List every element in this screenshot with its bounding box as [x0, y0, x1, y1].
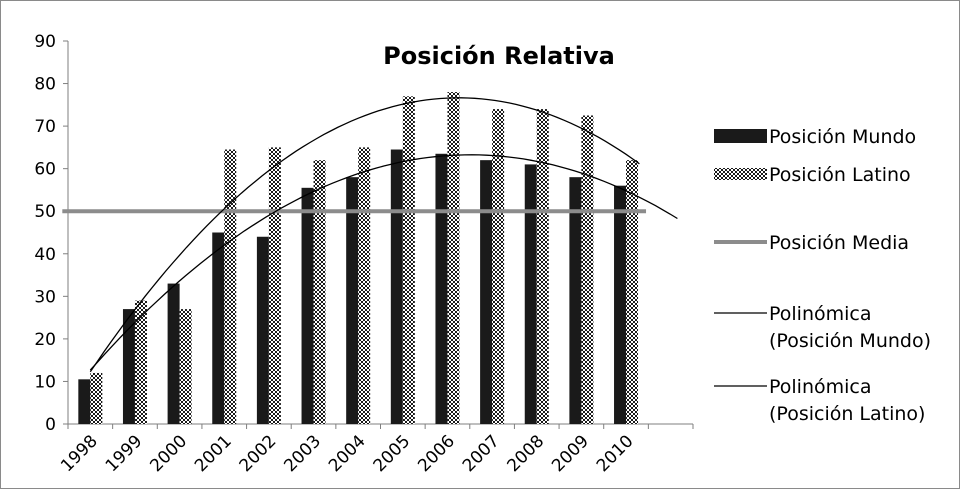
legend-label: Posición Media — [769, 232, 909, 254]
bar-posicion-mundo — [301, 187, 314, 424]
bar-posicion-mundo — [346, 177, 359, 424]
bar-posicion-latino — [134, 300, 147, 424]
x-tick-label: 2000 — [146, 431, 191, 476]
y-tick-label: 20 — [34, 330, 56, 350]
bar-posicion-latino — [626, 160, 639, 424]
bar-posicion-latino — [581, 115, 594, 424]
bar-posicion-latino — [268, 147, 281, 424]
bar-posicion-latino — [224, 149, 237, 424]
bar-posicion-latino — [447, 92, 460, 425]
legend-label: Polinómica — [769, 303, 872, 325]
bar-posicion-latino — [358, 147, 371, 424]
y-tick-label: 50 — [34, 202, 56, 222]
bar-posicion-latino — [536, 109, 549, 424]
x-tick-label: 2005 — [370, 431, 415, 476]
bar-posicion-mundo — [390, 149, 403, 424]
bar-posicion-mundo — [78, 379, 91, 424]
bar-posicion-mundo — [167, 283, 180, 424]
y-tick-label: 60 — [34, 160, 56, 180]
x-tick-label: 1999 — [102, 431, 147, 476]
y-tick-label: 10 — [34, 372, 56, 392]
x-tick-label: 2002 — [236, 431, 281, 476]
legend-label: (Posición Latino) — [769, 403, 925, 425]
bar-posicion-mundo — [614, 185, 627, 424]
y-tick-label: 40 — [34, 245, 56, 265]
x-tick-label: 2001 — [191, 431, 236, 476]
bar-posicion-mundo — [256, 236, 269, 424]
bar-posicion-mundo — [480, 160, 493, 424]
y-tick-label: 90 — [34, 32, 56, 52]
x-tick-label: 2006 — [414, 431, 459, 476]
bar-posicion-latino — [402, 96, 415, 425]
x-tick-label: 2009 — [548, 431, 593, 476]
x-tick-label: 2007 — [459, 431, 504, 476]
bar-posicion-latino — [90, 372, 103, 424]
bar-posicion-mundo — [435, 153, 448, 424]
legend-label: Posición Mundo — [769, 126, 916, 148]
x-tick-label: 1998 — [57, 431, 102, 476]
trendline-posicion-latino — [89, 97, 640, 373]
bar-posicion-mundo — [569, 177, 582, 424]
legend-label: Posición Latino — [769, 164, 911, 186]
x-tick-label: 2004 — [325, 431, 370, 476]
bar-posicion-mundo — [524, 164, 537, 424]
y-tick-label: 80 — [34, 75, 56, 95]
x-tick-label: 2008 — [504, 431, 549, 476]
bar-posicion-latino — [179, 309, 192, 424]
y-tick-label: 70 — [34, 117, 56, 137]
legend: Posición Mundo Posición Latino Posición Me… — [714, 126, 931, 425]
trendline-posicion-mundo — [89, 154, 678, 371]
chart-title: Posición Relativa — [383, 42, 615, 70]
bar-posicion-mundo — [212, 232, 225, 424]
bar-posicion-latino — [313, 160, 326, 424]
x-tick-label: 2003 — [280, 431, 325, 476]
bar-posicion-latino — [492, 109, 505, 424]
legend-label: (Posición Mundo) — [769, 330, 931, 352]
legend-label: Polinómica — [769, 376, 872, 398]
y-tick-label: 0 — [45, 415, 56, 435]
x-tick-label: 2010 — [593, 431, 638, 476]
legend-swatch-posicion-mundo — [714, 129, 767, 143]
legend-swatch-posicion-latino — [714, 168, 767, 180]
y-tick-label: 30 — [34, 287, 56, 307]
bar-posicion-mundo — [122, 309, 135, 424]
